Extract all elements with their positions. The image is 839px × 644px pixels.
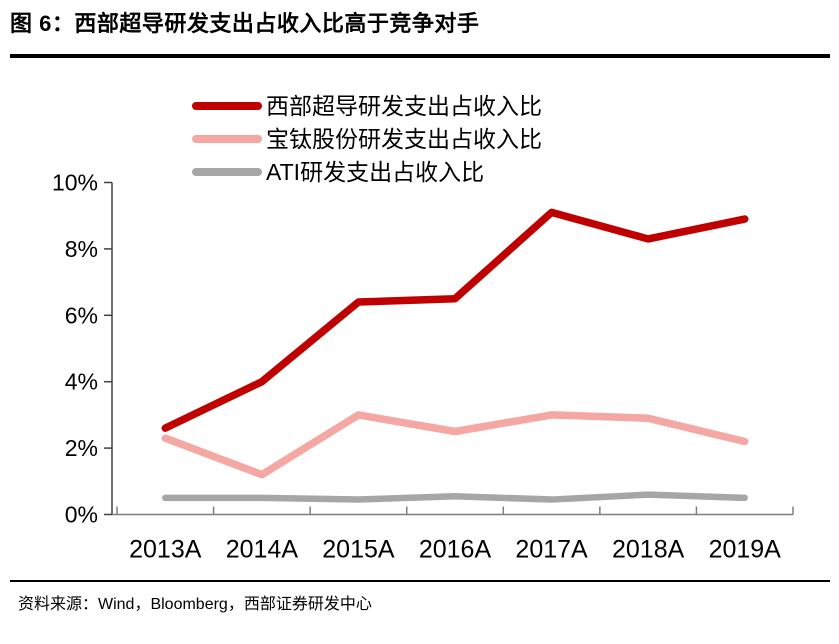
- series-line-0: [161, 208, 749, 432]
- x-tick-label-1: 2014A: [226, 536, 299, 564]
- x-tick-label-6: 2019A: [709, 536, 782, 564]
- line-chart: 西部超导研发支出占收入比 宝钛股份研发支出占收入比 ATI研发支出占收入比 0% 2% 4…: [0, 60, 839, 580]
- title-divider-rule: [10, 54, 830, 58]
- y-tick-label-3: 6%: [65, 302, 98, 328]
- legend-label-1: 宝钛股份研发支出占收入比: [266, 126, 542, 152]
- y-tick-label-5: 10%: [52, 170, 98, 196]
- x-tick-label-2: 2015A: [322, 536, 395, 564]
- y-tick-label-4: 8%: [65, 236, 98, 262]
- series-line-2: [162, 491, 748, 503]
- x-tick-label-4: 2017A: [515, 536, 588, 564]
- footer-divider-rule: [10, 580, 830, 582]
- x-tick-label-5: 2018A: [612, 536, 685, 564]
- y-tick-label-0: 0%: [65, 502, 98, 528]
- legend-label-2: ATI研发支出占收入比: [266, 159, 484, 185]
- x-tick-label-3: 2016A: [419, 536, 492, 564]
- legend-label-0: 西部超导研发支出占收入比: [266, 93, 542, 119]
- figure-title: 图 6：西部超导研发支出占收入比高于竞争对手: [10, 11, 480, 36]
- x-tick-label-0: 2013A: [129, 536, 202, 564]
- y-tick-label-1: 2%: [65, 435, 98, 461]
- series-line-1: [161, 411, 749, 479]
- y-tick-label-2: 4%: [65, 369, 98, 395]
- source-attribution: 资料来源：Wind，Bloomberg，西部证券研发中心: [18, 596, 372, 613]
